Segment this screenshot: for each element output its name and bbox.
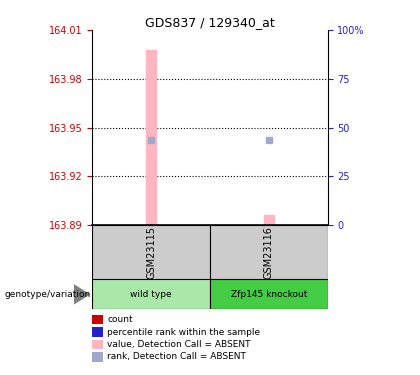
Bar xyxy=(92,279,210,309)
Bar xyxy=(92,225,210,279)
Text: wild type: wild type xyxy=(130,290,172,299)
Text: genotype/variation: genotype/variation xyxy=(4,290,90,299)
Polygon shape xyxy=(74,284,90,305)
Text: value, Detection Call = ABSENT: value, Detection Call = ABSENT xyxy=(107,340,251,349)
Text: GSM23115: GSM23115 xyxy=(146,226,156,279)
Text: count: count xyxy=(107,315,133,324)
Bar xyxy=(210,279,328,309)
Text: GSM23116: GSM23116 xyxy=(264,226,274,279)
Title: GDS837 / 129340_at: GDS837 / 129340_at xyxy=(145,16,275,29)
Text: rank, Detection Call = ABSENT: rank, Detection Call = ABSENT xyxy=(107,352,246,362)
Text: percentile rank within the sample: percentile rank within the sample xyxy=(107,328,260,337)
Text: Zfp145 knockout: Zfp145 knockout xyxy=(231,290,307,299)
Bar xyxy=(210,225,328,279)
